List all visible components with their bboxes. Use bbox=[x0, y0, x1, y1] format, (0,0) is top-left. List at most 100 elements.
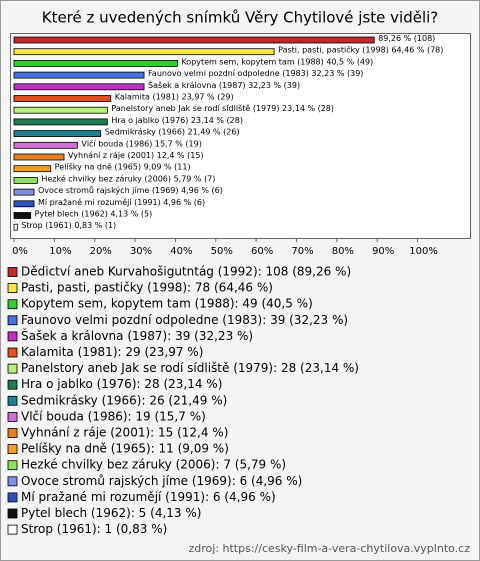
x-tick-label: 50% bbox=[211, 246, 233, 257]
bar-label: Panelstory aneb Jak se rodí sídliště (19… bbox=[111, 103, 334, 113]
value-label: 23,97 % (29) bbox=[182, 92, 234, 101]
bar bbox=[13, 153, 65, 161]
value-label: 23,14 % (28) bbox=[191, 115, 243, 124]
bar-label: Pelíšky na dně (1965) 9,09 % (11) bbox=[55, 161, 191, 171]
bar-label: Sedmikrásky (1966) 21,49 % (26) bbox=[105, 127, 240, 136]
bar-category: Faunovo velmi pozdní odpoledne (1983) bbox=[148, 69, 309, 78]
value-label: 15,7 % (19) bbox=[155, 139, 202, 148]
bar-category: Ovoce stromů rajských jíme (1969) bbox=[38, 185, 179, 195]
bar-category: Hezké chvilky bez záruky (2006) bbox=[41, 173, 171, 183]
x-tick-label: 10% bbox=[49, 246, 71, 257]
bar-category: Mí pražané mi rozumějí (1991) bbox=[38, 196, 161, 206]
legend-swatch bbox=[7, 395, 18, 406]
x-tick-label: 60% bbox=[251, 246, 273, 257]
x-tick-label: 100% bbox=[409, 246, 438, 257]
bar-category: Hra o jablko (1976) bbox=[111, 115, 188, 124]
bar bbox=[13, 83, 145, 91]
legend-swatch bbox=[7, 267, 18, 277]
value-label: 4,96 % (6) bbox=[181, 186, 223, 195]
bar-category: Vlčí bouda (1986) bbox=[81, 138, 152, 148]
value-label: 32,23 % (39) bbox=[248, 80, 300, 89]
legend-label: Dědictví aneb Kurvahošigutntág (1992): 1… bbox=[21, 265, 351, 279]
legend-label: Šašek a královna (1987): 39 (32,23 %) bbox=[21, 328, 253, 343]
legend-label: Kopytem sem, kopytem tam (1988): 49 (40,… bbox=[21, 297, 313, 311]
value-label: 0,83 % (1) bbox=[74, 221, 116, 230]
value-label: 5,79 % (7) bbox=[174, 174, 216, 183]
legend-label: Vyhnání z ráje (2001): 15 (12,4 %) bbox=[21, 426, 228, 440]
legend-swatch bbox=[7, 524, 18, 535]
legend-label: Pytel blech (1962): 5 (4,13 %) bbox=[21, 506, 201, 520]
bar bbox=[13, 130, 102, 138]
x-tick-label: 70% bbox=[291, 246, 313, 257]
legend-label: Ovoce stromů rajských jíme (1969): 6 (4,… bbox=[21, 474, 302, 488]
source: zdroj: https://cesky-film-a-vera-chytilo… bbox=[189, 542, 471, 555]
value-label: 4,96 % (6) bbox=[163, 197, 205, 206]
legend-label: Pasti, pasti, pastičky (1998): 78 (64,46… bbox=[21, 281, 273, 295]
legend-swatch bbox=[7, 476, 18, 487]
bar bbox=[13, 95, 112, 102]
bar bbox=[13, 223, 18, 231]
legend-label: Faunovo velmi pozdní odpoledne (1983): 3… bbox=[21, 313, 348, 327]
bar-label: Mí pražané mi rozumějí (1991) 4,96 % (6) bbox=[38, 196, 205, 206]
bar-label: Pasti, pasti, pastičky (1998) 64,46 % (7… bbox=[278, 44, 443, 54]
bar bbox=[13, 188, 35, 196]
bar bbox=[13, 36, 375, 44]
x-tick-label: 90% bbox=[372, 246, 394, 257]
bar bbox=[13, 165, 52, 173]
value-label: 40,5 % (49) bbox=[326, 57, 373, 66]
bar bbox=[13, 60, 178, 67]
bar-label: Pytel blech (1962) 4,13 % (5) bbox=[35, 209, 153, 218]
legend-label: Vlčí bouda (1986): 19 (15,7 %) bbox=[21, 409, 206, 423]
value-label: 9,09 % (11) bbox=[144, 162, 191, 171]
legend-label: Pelíšky na dně (1965): 11 (9,09 %) bbox=[21, 442, 229, 456]
legend-swatch bbox=[7, 331, 18, 342]
x-tick-label: 40% bbox=[170, 246, 192, 257]
x-tick-label: 30% bbox=[130, 246, 152, 257]
legend-label: Strop (1961): 1 (0,83 %) bbox=[21, 522, 167, 536]
bar bbox=[13, 212, 32, 219]
bar-label: Vyhnání z ráje (2001) 12,4 % (15) bbox=[68, 151, 204, 160]
legend-swatch bbox=[7, 347, 18, 358]
bar-label: Vlčí bouda (1986) 15,7 % (19) bbox=[81, 138, 201, 148]
bar-label: Hra o jablko (1976) 23,14 % (28) bbox=[111, 115, 243, 124]
bar bbox=[13, 106, 108, 114]
legend-swatch bbox=[7, 492, 18, 503]
legend-label: Hezké chvilky bez záruky (2006): 7 (5,79… bbox=[21, 458, 286, 472]
legend-swatch bbox=[7, 315, 18, 326]
legend-swatch bbox=[7, 428, 18, 438]
value-label: 4,13 % (5) bbox=[110, 209, 152, 218]
legend-swatch bbox=[7, 444, 18, 455]
legend-swatch bbox=[7, 460, 18, 471]
bar-category: Šašek a královna (1987) bbox=[148, 78, 245, 89]
bar-category: Pytel blech (1962) bbox=[35, 209, 108, 218]
legend-swatch bbox=[7, 363, 18, 374]
bar bbox=[13, 48, 275, 56]
bar-category: Panelstory aneb Jak se rodí sídliště (19… bbox=[111, 103, 279, 113]
x-tick-label: 20% bbox=[90, 246, 112, 257]
legend-swatch bbox=[7, 508, 18, 519]
bar-label: Kalamita (1981) 23,97 % (29) bbox=[115, 92, 234, 101]
legend-swatch bbox=[7, 411, 18, 422]
bar-label: Ovoce stromů rajských jíme (1969) 4,96 %… bbox=[38, 185, 223, 195]
bar-category: Kopytem sem, kopytem tam (1988) bbox=[181, 57, 323, 66]
bar bbox=[13, 176, 38, 184]
legend-label: Mí pražané mi rozumějí (1991): 6 (4,96 %… bbox=[21, 490, 276, 504]
bar-label: Hezké chvilky bez záruky (2006) 5,79 % (… bbox=[41, 173, 215, 183]
value-label: 23,14 % (28) bbox=[282, 104, 334, 113]
bar-label: Strop (1961) 0,83 % (1) bbox=[21, 221, 116, 230]
legend-swatch bbox=[7, 379, 18, 390]
bar-label: Šašek a královna (1987) 32,23 % (39) bbox=[148, 78, 300, 89]
bar-category: Sedmikrásky (1966) bbox=[105, 127, 185, 136]
bar-label: Faunovo velmi pozdní odpoledne (1983) 32… bbox=[148, 69, 363, 78]
bar bbox=[13, 118, 108, 126]
bar-category: Pelíšky na dně (1965) bbox=[55, 161, 141, 171]
bar bbox=[13, 71, 145, 79]
bar-category: Kalamita (1981) bbox=[115, 92, 179, 101]
legend-label: Panelstory aneb Jak se rodí sídliště (19… bbox=[21, 361, 359, 375]
bar-label: 89,26 % (108) bbox=[378, 34, 435, 43]
value-label: 12,4 % (15) bbox=[157, 151, 204, 160]
legend-label: Sedmikrásky (1966): 26 (21,49 %) bbox=[21, 393, 227, 407]
bar bbox=[13, 141, 78, 149]
legend-label: Kalamita (1981): 29 (23,97 %) bbox=[21, 345, 203, 359]
